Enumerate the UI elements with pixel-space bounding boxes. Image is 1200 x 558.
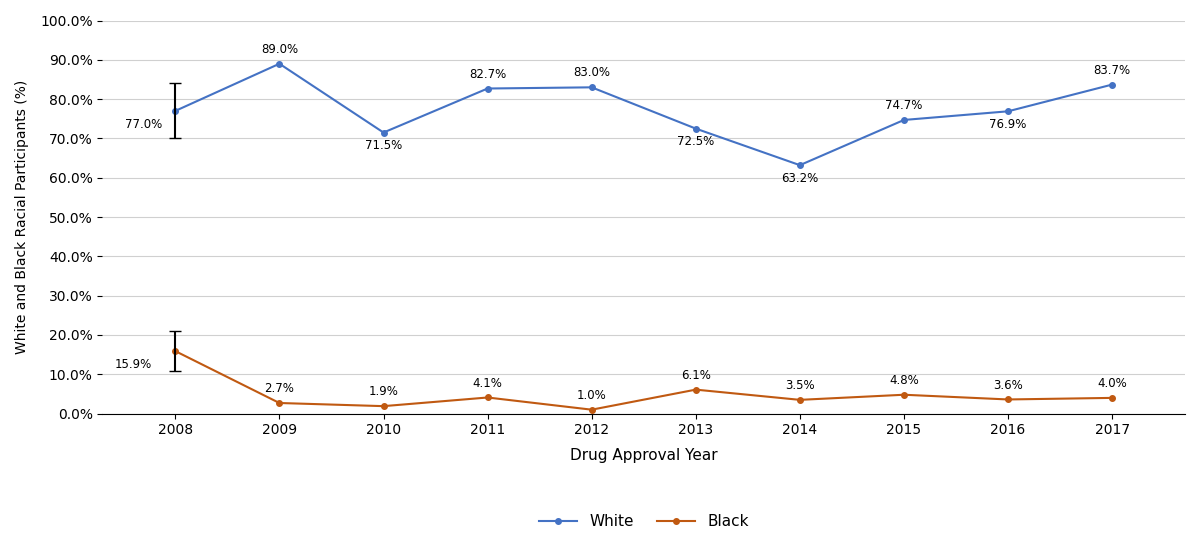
White (1001, 108, 1015, 114)
White (896, 117, 911, 123)
Black (1001, 396, 1015, 403)
Text: 83.7%: 83.7% (1093, 64, 1130, 76)
Text: 72.5%: 72.5% (677, 135, 714, 148)
White (272, 60, 287, 67)
Black (272, 400, 287, 406)
Line: White: White (173, 61, 1115, 168)
White (168, 108, 182, 114)
Black (480, 394, 494, 401)
Text: 1.9%: 1.9% (368, 385, 398, 398)
Text: 4.0%: 4.0% (1097, 377, 1127, 390)
Text: 3.5%: 3.5% (785, 379, 815, 392)
Text: 15.9%: 15.9% (115, 358, 152, 371)
Black (689, 386, 703, 393)
Line: Black: Black (173, 348, 1115, 412)
Text: 77.0%: 77.0% (126, 118, 163, 131)
Text: 6.1%: 6.1% (680, 369, 710, 382)
White (793, 162, 808, 169)
Black (168, 348, 182, 354)
Text: 63.2%: 63.2% (781, 172, 818, 185)
Legend: White, Black: White, Black (533, 508, 755, 535)
Black (793, 397, 808, 403)
Black (896, 391, 911, 398)
Text: 74.7%: 74.7% (886, 99, 923, 112)
Text: 4.8%: 4.8% (889, 374, 919, 387)
Text: 83.0%: 83.0% (574, 66, 610, 79)
Text: 4.1%: 4.1% (473, 377, 503, 389)
White (584, 84, 599, 91)
Black (377, 403, 391, 410)
Text: 1.0%: 1.0% (577, 389, 606, 402)
Text: 89.0%: 89.0% (260, 43, 298, 56)
Text: 76.9%: 76.9% (989, 118, 1027, 131)
Black (584, 406, 599, 413)
X-axis label: Drug Approval Year: Drug Approval Year (570, 449, 718, 464)
Text: 82.7%: 82.7% (469, 68, 506, 81)
Text: 2.7%: 2.7% (264, 382, 294, 395)
Black (1105, 395, 1120, 401)
Text: 71.5%: 71.5% (365, 139, 402, 152)
White (1105, 81, 1120, 88)
Text: 3.6%: 3.6% (994, 378, 1022, 392)
White (377, 129, 391, 136)
Y-axis label: White and Black Racial Participants (%): White and Black Racial Participants (%) (14, 80, 29, 354)
White (689, 125, 703, 132)
White (480, 85, 494, 92)
